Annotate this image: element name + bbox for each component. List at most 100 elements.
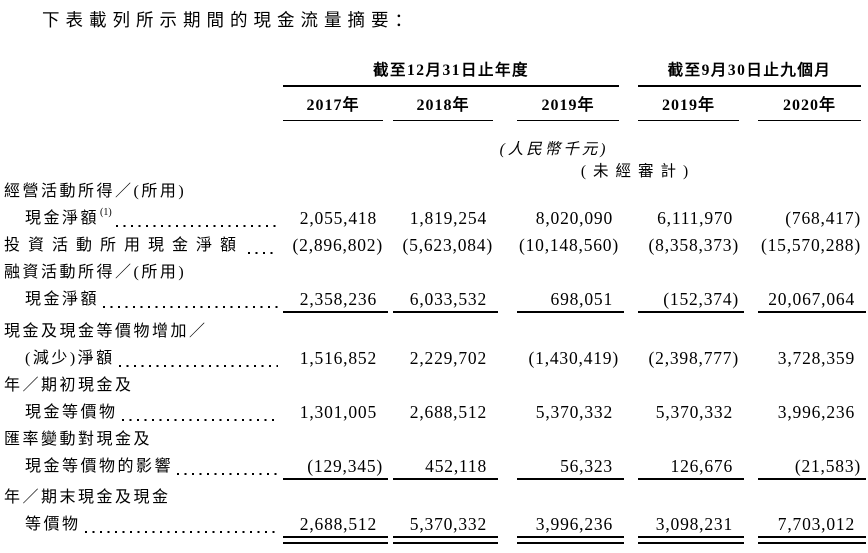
- unaudited-note: (未經審計): [580, 163, 696, 180]
- single-rule: [758, 311, 866, 313]
- value-text: (152,374): [663, 289, 739, 309]
- value-text: (2,896,802): [292, 235, 383, 255]
- row-label-text: 現金淨額: [25, 210, 100, 227]
- single-rule: [393, 311, 498, 313]
- table-row: 投資活動所用現金淨額 (2,896,802) (5,623,084) (10,148,…: [0, 232, 868, 259]
- table-row: 年／期初現金及: [0, 372, 868, 399]
- footnote-marker: (1): [100, 207, 112, 218]
- value-text: 5,370,332: [535, 402, 613, 422]
- row-label: 經營活動所得／(所用): [4, 178, 281, 205]
- value-text: 2,229,702: [409, 348, 487, 368]
- page-title: 下表載列所示期間的現金流量摘要：: [42, 10, 418, 30]
- value-text: 5,370,332: [409, 514, 487, 534]
- single-rule: [283, 478, 388, 480]
- row-label: 現金等價物: [25, 399, 281, 426]
- year-column-header: 2019年: [517, 93, 619, 121]
- table-row: 年／期末現金及現金: [0, 484, 868, 511]
- table-row: 等價物 2,688,512 5,370,332 3,996,236 3,098,231 7…: [0, 511, 868, 538]
- leader-dots: [248, 252, 278, 254]
- value-cell: 2,229,702: [393, 345, 493, 372]
- value-text: (8,358,373): [648, 235, 739, 255]
- row-label-text: 經營活動所得／(所用): [4, 183, 187, 200]
- value-text: (129,345): [307, 456, 383, 476]
- value-text: 3,996,236: [777, 402, 855, 422]
- value-cell: 2,688,512: [283, 511, 383, 538]
- year-column-header: 2019年: [638, 93, 739, 121]
- value-cell: (768,417): [758, 205, 861, 232]
- row-label: 現金淨額: [25, 286, 281, 313]
- value-cell: 20,067,064: [758, 286, 861, 313]
- row-label-text: 匯率變動對現金及: [4, 431, 153, 448]
- row-label: 等價物: [25, 511, 281, 538]
- col-group-header: 截至9月30日止九個月: [638, 58, 861, 87]
- year-column-header: 2018年: [393, 93, 493, 121]
- row-label: (減少)淨額: [25, 345, 281, 372]
- value-cell: 5,370,332: [393, 511, 493, 538]
- value-cell: 56,323: [517, 453, 619, 480]
- table-row: 現金等價物的影響 (129,345) 452,118 56,323 126,676 (21…: [0, 453, 868, 480]
- value-text: 5,370,332: [655, 402, 733, 422]
- value-cell: (152,374): [638, 286, 739, 313]
- value-cell: 1,516,852: [283, 345, 383, 372]
- table-row: 現金淨額 (1) 2,055,418 1,819,254 8,020,090 6,111,…: [0, 205, 868, 232]
- single-rule: [393, 478, 498, 480]
- value-text: (21,583): [794, 456, 861, 476]
- leader-dots: [121, 419, 278, 421]
- double-rule: [393, 536, 498, 544]
- double-rule: [638, 536, 744, 544]
- row-label: 融資活動所得／(所用): [4, 259, 281, 286]
- value-text: 2,358,236: [299, 289, 377, 309]
- value-cell: 698,051: [517, 286, 619, 313]
- value-cell: (21,583): [758, 453, 861, 480]
- value-text: 452,118: [425, 456, 487, 476]
- leader-dots: [118, 365, 278, 367]
- value-cell: (2,896,802): [283, 232, 383, 259]
- single-rule: [638, 311, 744, 313]
- row-label: 現金淨額 (1): [25, 205, 281, 232]
- value-cell: 8,020,090: [517, 205, 619, 232]
- table-row: 現金及現金等價物增加／: [0, 318, 868, 345]
- value-text: (1,430,419): [528, 348, 619, 368]
- value-text: 6,111,970: [657, 208, 733, 228]
- value-cell: 7,703,012: [758, 511, 861, 538]
- value-cell: (10,148,560): [517, 232, 619, 259]
- value-text: 1,516,852: [299, 348, 377, 368]
- single-rule: [517, 478, 624, 480]
- row-label: 匯率變動對現金及: [4, 426, 281, 453]
- value-cell: 1,819,254: [393, 205, 493, 232]
- row-label: 投資活動所用現金淨額: [4, 232, 281, 259]
- table-row: 現金等價物 1,301,005 2,688,512 5,370,332 5,370,33…: [0, 399, 868, 426]
- value-text: 1,819,254: [409, 208, 487, 228]
- leader-dots: [115, 225, 278, 227]
- single-rule: [758, 478, 866, 480]
- year-column-header: 2020年: [758, 93, 861, 121]
- single-rule: [283, 311, 388, 313]
- row-label: 現金及現金等價物增加／: [4, 318, 281, 345]
- value-cell: 2,358,236: [283, 286, 383, 313]
- value-text: 8,020,090: [535, 208, 613, 228]
- value-cell: 126,676: [638, 453, 739, 480]
- value-text: 20,067,064: [768, 289, 855, 309]
- row-label-text: 年／期末現金及現金: [4, 489, 171, 506]
- single-rule: [638, 478, 744, 480]
- value-cell: 6,033,532: [393, 286, 493, 313]
- double-rule: [283, 536, 388, 544]
- value-text: 2,688,512: [299, 514, 377, 534]
- single-rule: [517, 311, 624, 313]
- row-label-text: 等價物: [25, 516, 81, 533]
- leader-dots: [177, 473, 278, 475]
- value-cell: 3,996,236: [517, 511, 619, 538]
- value-text: (2,398,777): [648, 348, 739, 368]
- value-text: 6,033,532: [409, 289, 487, 309]
- value-text: (15,570,288): [760, 235, 861, 255]
- row-label: 現金等價物的影響: [25, 453, 281, 480]
- table-row: 匯率變動對現金及: [0, 426, 868, 453]
- row-label: 年／期末現金及現金: [4, 484, 281, 511]
- row-label-text: 現金及現金等價物增加／: [4, 323, 208, 340]
- table-row: 現金淨額 2,358,236 6,033,532 698,051 (152,374) 20…: [0, 286, 868, 313]
- value-text: 2,688,512: [409, 402, 487, 422]
- value-text: 3,098,231: [655, 514, 733, 534]
- currency-unit-note: (人民幣千元): [499, 141, 609, 158]
- value-cell: 452,118: [393, 453, 493, 480]
